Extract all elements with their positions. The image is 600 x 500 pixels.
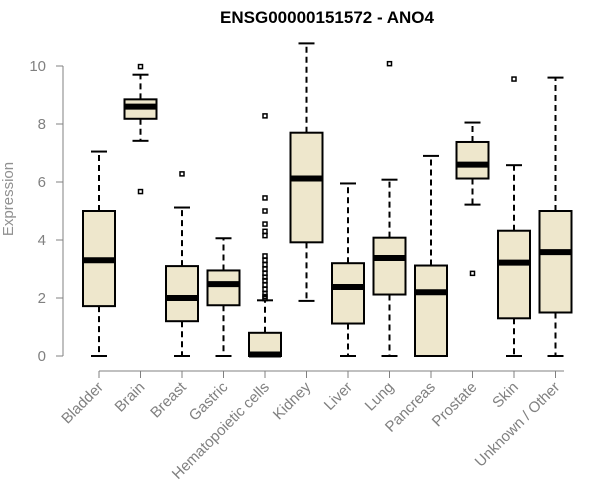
x-tick-label: Brain [112,379,149,416]
box-iqr [289,131,324,244]
outlier-point [511,76,517,82]
box-iqr [206,269,241,307]
box-iqr [455,140,490,180]
box-iqr [497,229,531,320]
outlier-point [386,60,393,67]
box-group [206,237,241,357]
box-iqr [331,262,365,325]
box-group [248,113,282,358]
outlier-point [262,277,268,284]
chart-title: ENSG00000151572 - ANO4 [220,8,434,27]
y-tick-label: 6 [38,174,46,191]
outlier-point [179,171,185,177]
box-iqr [538,210,573,314]
x-tick-label: Breast [147,378,190,421]
y-tick-label: 2 [38,290,46,307]
x-tick-label: Kidney [270,378,315,423]
y-axis-label: Expression [0,162,17,236]
box-group [538,76,573,357]
outlier-point [469,270,476,277]
outlier-point [262,232,268,239]
outlier-point [262,261,268,268]
box-group [331,182,365,357]
box-iqr [165,265,199,323]
outlier-point [262,290,268,297]
x-tick-label: Skin [489,379,522,412]
outlier-point [137,188,144,195]
outlier-point [262,257,268,264]
x-tick-label: Lung [362,379,398,415]
box-iqr [414,264,448,357]
box-group [165,171,199,357]
x-tick-label: Prostate [429,379,481,431]
outlier-point [262,113,268,119]
outlier-point [262,295,268,302]
y-tick-label: 4 [38,232,46,249]
box-group [455,121,490,277]
outlier-point [262,253,268,259]
box-group [372,60,407,357]
outlier-point [262,282,268,288]
outlier-point [262,221,268,227]
box-group [497,76,531,357]
outlier-point [262,266,268,272]
box-group [289,42,324,302]
box-group [123,63,158,195]
outlier-point [262,228,268,235]
y-tick-label: 8 [38,116,46,133]
y-tick-label: 0 [38,348,46,365]
box-group [82,150,116,357]
x-tick-label: Liver [321,379,356,414]
outlier-point [137,63,144,70]
outlier-point [262,195,268,201]
outlier-point [262,286,268,293]
outlier-point [262,208,268,214]
y-axis-ticks: 0 2 4 6 8 10 [29,58,63,365]
box-iqr [372,236,407,296]
y-tick-label: 10 [29,58,46,75]
x-tick-label: Bladder [58,379,107,428]
box-group [414,154,448,357]
boxes-layer [82,42,573,358]
